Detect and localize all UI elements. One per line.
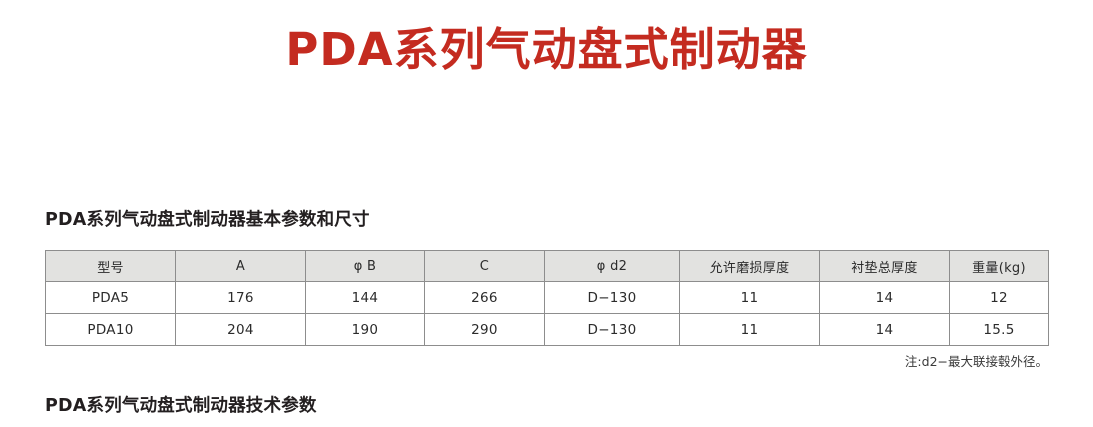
table-row: PDA10 204 190 290 D−130 11 14 15.5 [45, 313, 1049, 346]
table-note: 注:d2−最大联接毂外径。 [904, 354, 1048, 369]
spec-table: 型号 A φ B C φ d2 允许磨损厚度 衬垫总厚度 重量(kg) PDA5… [45, 250, 1049, 346]
cell-a: 204 [175, 313, 306, 346]
cell-phi-d2: D−130 [544, 313, 680, 346]
column-header-allowable-wear-thickness: 允许磨损厚度 [679, 250, 820, 282]
cell-weight: 12 [949, 281, 1049, 314]
column-header-model: 型号 [45, 250, 176, 282]
page-title: PDA系列气动盘式制动器 [285, 23, 808, 76]
cell-total-pad-thickness: 14 [819, 281, 950, 314]
cell-model: PDA10 [45, 313, 176, 346]
cell-phi-b: 144 [305, 281, 425, 314]
cell-allowable-wear-thickness: 11 [679, 281, 820, 314]
column-header-phi-d2: φ d2 [544, 250, 680, 282]
column-header-a: A [175, 250, 306, 282]
column-header-phi-b: φ B [305, 250, 425, 282]
column-header-c: C [424, 250, 545, 282]
table-header-row: 型号 A φ B C φ d2 允许磨损厚度 衬垫总厚度 重量(kg) [45, 250, 1049, 282]
cell-a: 176 [175, 281, 306, 314]
cell-c: 290 [424, 313, 545, 346]
cell-c: 266 [424, 281, 545, 314]
spec-table-container: 型号 A φ B C φ d2 允许磨损厚度 衬垫总厚度 重量(kg) PDA5… [45, 250, 1049, 346]
cell-model: PDA5 [45, 281, 176, 314]
table-row: PDA5 176 144 266 D−130 11 14 12 [45, 281, 1049, 314]
section-heading-technical-parameters: PDA系列气动盘式制动器技术参数 [45, 396, 317, 416]
cell-allowable-wear-thickness: 11 [679, 313, 820, 346]
cell-phi-b: 190 [305, 313, 425, 346]
cell-weight: 15.5 [949, 313, 1049, 346]
section-heading-basic-parameters: PDA系列气动盘式制动器基本参数和尺寸 [45, 210, 370, 230]
cell-phi-d2: D−130 [544, 281, 680, 314]
column-header-total-pad-thickness: 衬垫总厚度 [819, 250, 950, 282]
column-header-weight: 重量(kg) [949, 250, 1049, 282]
cell-total-pad-thickness: 14 [819, 313, 950, 346]
